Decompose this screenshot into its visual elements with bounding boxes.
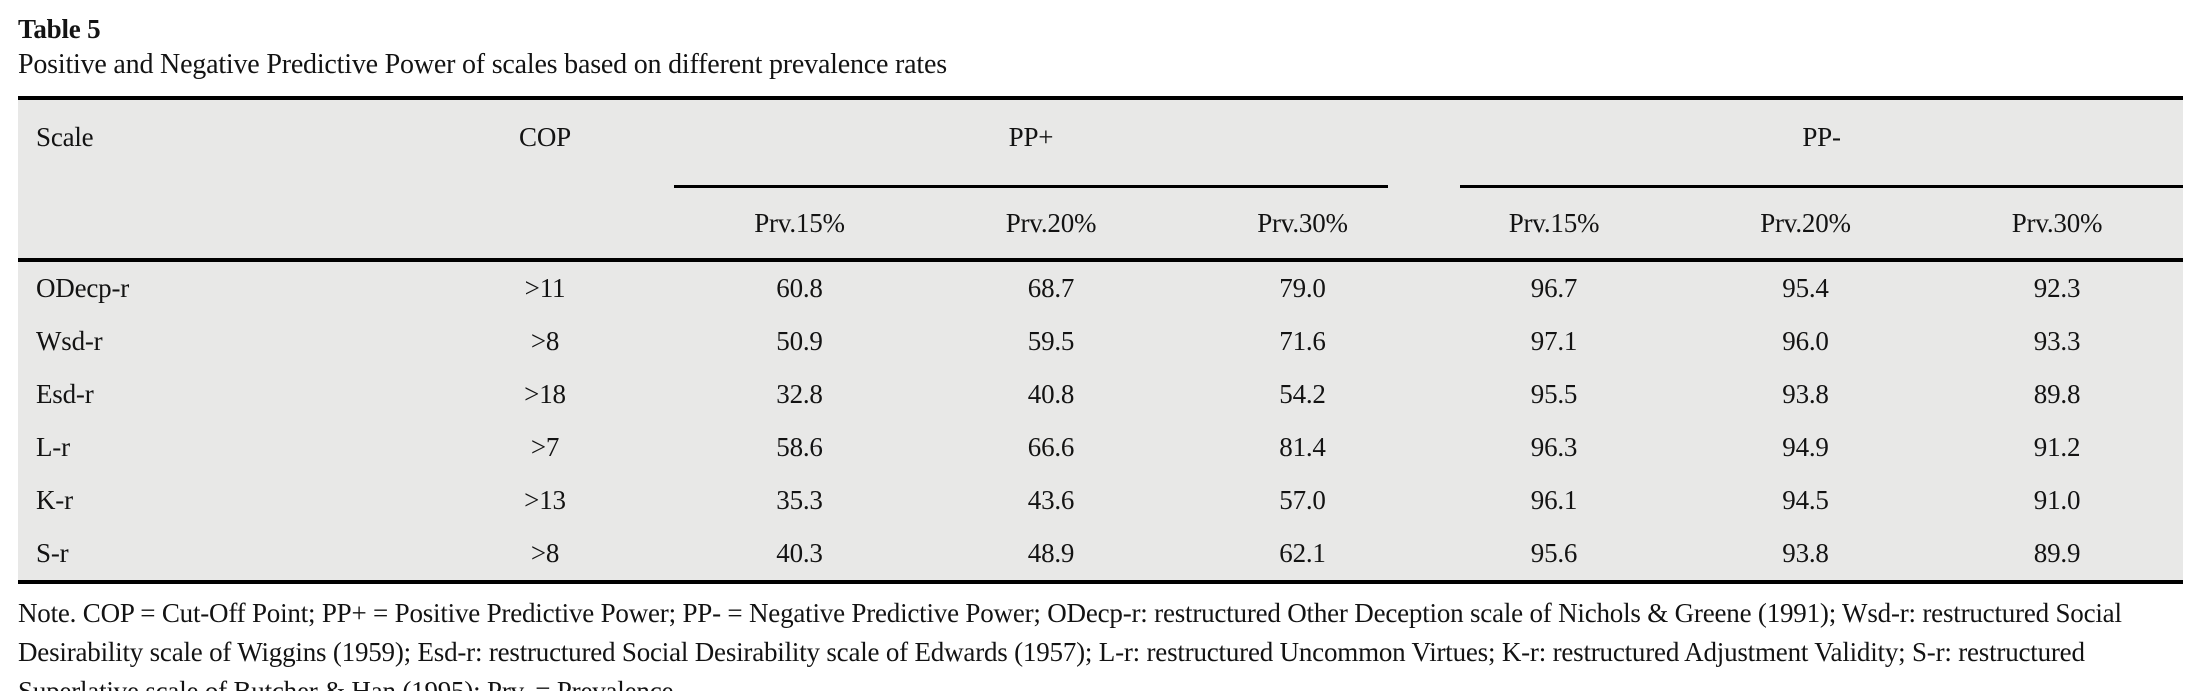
header-row-groups: Scale COP PP+ PP- (18, 98, 2184, 188)
cop-cell: >18 (524, 379, 566, 409)
cop-cell: >8 (530, 538, 560, 568)
scale-cell: ODecp-r (36, 273, 130, 303)
col-header-cop: COP (519, 122, 571, 152)
ppplus-prv30-cell: 57.0 (1279, 485, 1326, 515)
ppplus-prv20-cell: 66.6 (1027, 432, 1075, 462)
ppminus-prv20-cell: 94.9 (1782, 432, 1829, 462)
ppminus-prv20-cell: 94.5 (1782, 485, 1829, 515)
cop-cell: >8 (530, 326, 560, 356)
ppminus-prv30-cell: 89.8 (2033, 379, 2081, 409)
ppminus-prv15-cell: 96.1 (1530, 485, 1578, 515)
ppplus-prv20-cell: 68.7 (1027, 273, 1075, 303)
ppminus-prv15-cell: 96.7 (1530, 273, 1578, 303)
col-header-ppplus-prv30: Prv.30% (1257, 207, 1348, 238)
table-row: K-r >13 35.3 43.6 57.0 96.1 94.5 91.0 (18, 474, 2183, 527)
scale-cell: L-r (36, 432, 70, 462)
ppplus-prv30-cell: 81.4 (1279, 432, 1326, 462)
table-row: Wsd-r >8 50.9 59.5 71.6 97.1 96.0 93.3 (18, 315, 2183, 368)
scale-cell: Wsd-r (36, 326, 103, 356)
table-row: Esd-r >18 32.8 40.8 54.2 95.5 93.8 89.8 (18, 368, 2183, 421)
table-row: ODecp-r >11 60.8 68.7 79.0 96.7 95.4 92.… (18, 260, 2183, 315)
ppminus-prv15-cell: 97.1 (1530, 326, 1578, 356)
col-header-ppminus-prv15: Prv.15% (1508, 207, 1600, 238)
ppplus-prv20-cell: 48.9 (1027, 538, 1075, 568)
ppplus-prv15-cell: 50.9 (776, 326, 823, 356)
ppminus-prv30-cell: 91.2 (2033, 432, 2081, 462)
ppminus-prv30-cell: 91.0 (2033, 485, 2081, 515)
ppminus-prv20-cell: 93.8 (1782, 379, 1829, 409)
scale-cell: Esd-r (36, 379, 94, 409)
scale-cell: K-r (36, 485, 73, 515)
col-header-ppminus-prv20: Prv.20% (1760, 207, 1851, 238)
ppminus-prv20-cell: 95.4 (1782, 273, 1829, 303)
predictive-power-table: Scale COP PP+ PP- Prv.15% Prv.20% Prv.30… (18, 96, 2184, 584)
header-row-prevalence: Prv.15% Prv.20% Prv.30% Prv.15% Prv.20% … (18, 188, 2183, 260)
table-row: L-r >7 58.6 66.6 81.4 96.3 94.9 91.2 (18, 421, 2183, 474)
ppplus-prv30-cell: 62.1 (1279, 538, 1326, 568)
cop-cell: >13 (524, 485, 566, 515)
ppplus-prv30-cell: 54.2 (1279, 379, 1326, 409)
ppplus-prv30-cell: 71.6 (1279, 326, 1326, 356)
col-header-ppminus-prv30: Prv.30% (2011, 207, 2103, 238)
ppplus-prv20-cell: 40.8 (1027, 379, 1075, 409)
table-note: Note. COP = Cut-Off Point; PP+ = Positiv… (18, 598, 2122, 691)
ppplus-prv15-cell: 58.6 (776, 432, 823, 462)
ppplus-prv15-cell: 40.3 (776, 538, 823, 568)
ppminus-prv30-cell: 89.9 (2033, 538, 2081, 568)
scale-cell: S-r (36, 538, 69, 568)
table-caption: Positive and Negative Predictive Power o… (18, 49, 947, 80)
col-group-pp-plus: PP+ (674, 98, 1428, 188)
cop-cell: >11 (524, 273, 566, 303)
ppplus-prv20-cell: 43.6 (1027, 485, 1075, 515)
ppminus-prv15-cell: 95.5 (1530, 379, 1578, 409)
ppminus-prv30-cell: 92.3 (2033, 273, 2081, 303)
col-header-ppplus-prv20: Prv.20% (1005, 207, 1097, 238)
ppplus-prv15-cell: 60.8 (776, 273, 823, 303)
ppplus-prv30-cell: 79.0 (1279, 273, 1326, 303)
col-header-scale: Scale (36, 122, 94, 152)
col-group-pp-minus: PP- (1428, 98, 2184, 188)
table-label: Table 5 (18, 14, 101, 44)
ppminus-prv30-cell: 93.3 (2033, 326, 2081, 356)
ppminus-prv20-cell: 93.8 (1782, 538, 1829, 568)
ppplus-prv15-cell: 35.3 (776, 485, 823, 515)
ppminus-prv15-cell: 96.3 (1530, 432, 1578, 462)
table-header: Scale COP PP+ PP- Prv.15% Prv.20% Prv.30… (18, 98, 2184, 260)
ppminus-prv20-cell: 96.0 (1782, 326, 1829, 356)
ppminus-prv15-cell: 95.6 (1530, 538, 1578, 568)
ppplus-prv15-cell: 32.8 (776, 379, 823, 409)
col-header-ppplus-prv15: Prv.15% (754, 207, 845, 238)
cop-cell: >7 (530, 432, 560, 462)
ppplus-prv20-cell: 59.5 (1027, 326, 1075, 356)
table-body: ODecp-r >11 60.8 68.7 79.0 96.7 95.4 92.… (18, 260, 2183, 582)
table-row: S-r >8 40.3 48.9 62.1 95.6 93.8 89.9 (18, 527, 2183, 582)
